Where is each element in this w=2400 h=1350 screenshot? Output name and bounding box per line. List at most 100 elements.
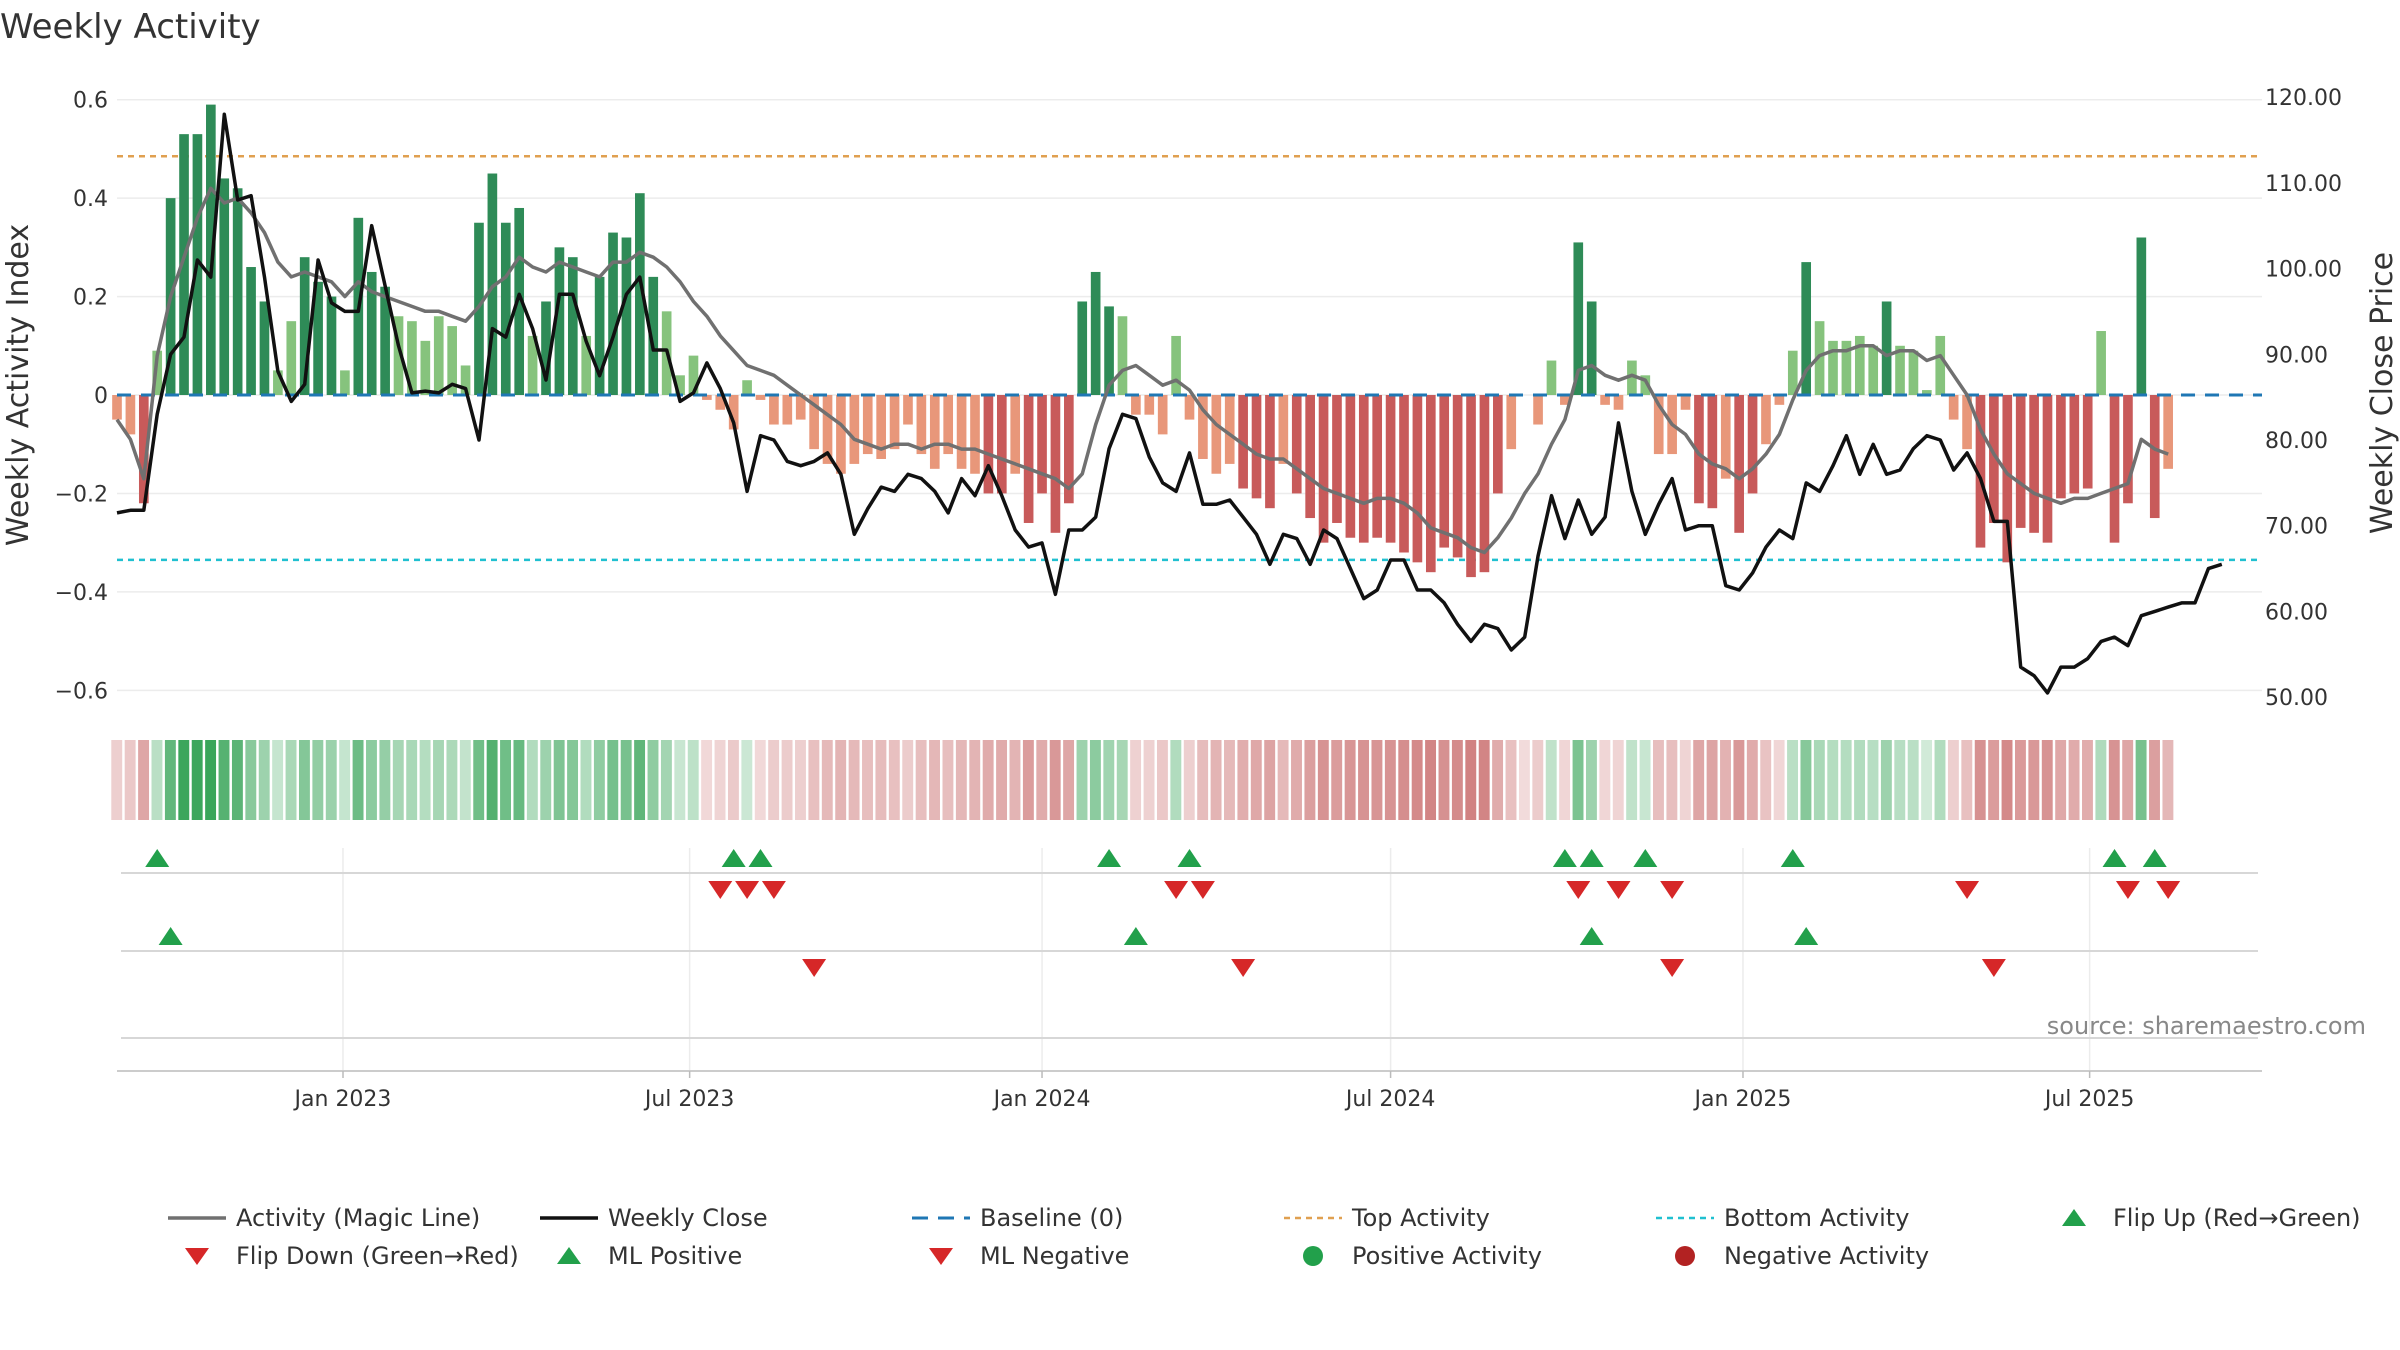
activity-bar bbox=[1600, 395, 1610, 405]
strip-cell bbox=[929, 740, 940, 820]
activity-bar bbox=[2123, 395, 2133, 504]
strip-cell bbox=[1585, 740, 1597, 820]
activity-bar bbox=[608, 232, 618, 395]
activity-bar bbox=[1747, 395, 1758, 494]
strip-cell bbox=[1371, 740, 1383, 820]
activity-bar bbox=[1198, 395, 1208, 459]
ml-positive-marker bbox=[1579, 927, 1604, 945]
activity-bar bbox=[1224, 395, 1235, 464]
strip-cell bbox=[1894, 740, 1906, 820]
legend-top-activity-entry: Top Activity bbox=[1284, 1204, 1490, 1232]
strip-cell bbox=[178, 740, 190, 820]
strip-cell bbox=[969, 740, 981, 820]
flip-up-marker bbox=[1780, 849, 1805, 867]
y2-tick-label: 70.00 bbox=[2265, 515, 2328, 540]
activity-bar bbox=[943, 395, 954, 455]
strip-cell bbox=[1612, 740, 1624, 820]
series-lines bbox=[115, 112, 2262, 695]
strip-cell bbox=[1706, 740, 1718, 820]
strip-cell bbox=[1773, 740, 1785, 820]
strip-cell bbox=[1250, 740, 1262, 820]
activity-bar bbox=[1935, 335, 1946, 395]
x-tick-label: Jul 2025 bbox=[2043, 1087, 2135, 1112]
strip-cell bbox=[1545, 740, 1557, 820]
strip-cell bbox=[164, 740, 176, 820]
flip-down-marker bbox=[2156, 881, 2181, 899]
activity-bar bbox=[2082, 395, 2093, 489]
activity-bar bbox=[1278, 395, 1289, 464]
strip-cell bbox=[473, 740, 485, 820]
strip-cell bbox=[875, 740, 887, 820]
activity-bar bbox=[447, 326, 457, 395]
strip-cell bbox=[1425, 740, 1437, 820]
y2-tick-label: 80.00 bbox=[2265, 429, 2328, 454]
strip-cell bbox=[1679, 740, 1691, 820]
activity-bar bbox=[1962, 395, 1972, 450]
activity-bar bbox=[1452, 395, 1463, 558]
legend-label: Flip Up (Red→Green) bbox=[2113, 1204, 2361, 1232]
strip-cell bbox=[1599, 740, 1611, 820]
y-tick-label: −0.6 bbox=[55, 679, 108, 704]
activity-bar bbox=[2056, 395, 2066, 499]
flip-up-marker bbox=[1177, 849, 1202, 867]
activity-bar bbox=[1211, 395, 1222, 474]
weekly-close-line bbox=[116, 112, 2223, 695]
strip-cell bbox=[1277, 740, 1289, 820]
legend-label: Top Activity bbox=[1351, 1204, 1490, 1232]
strip-cell bbox=[1746, 740, 1758, 820]
activity-bar bbox=[1627, 360, 1637, 395]
activity-bar bbox=[1037, 395, 1047, 494]
activity-bar bbox=[1573, 242, 1584, 395]
activity-bar bbox=[1291, 395, 1302, 494]
strip-cell bbox=[1398, 740, 1410, 820]
strip-cell bbox=[1009, 740, 1021, 820]
y2-tick-label: 100.00 bbox=[2265, 258, 2342, 283]
activity-bar bbox=[1841, 340, 1852, 395]
strip-cell bbox=[1760, 740, 1772, 820]
activity-bar bbox=[340, 370, 350, 395]
y2-tick-label: 110.00 bbox=[2265, 172, 2342, 197]
flip-down-marker bbox=[1566, 881, 1591, 899]
legend-flip-up-red-green-entry: Flip Up (Red→Green) bbox=[2062, 1204, 2361, 1232]
strip-cell bbox=[459, 740, 471, 820]
legend-label: Baseline (0) bbox=[980, 1204, 1123, 1232]
activity-bar bbox=[259, 301, 270, 395]
strip-cell bbox=[1237, 740, 1249, 820]
strip-cell bbox=[1518, 740, 1530, 820]
strip-cell bbox=[2014, 740, 2026, 820]
activity-bar bbox=[1694, 395, 1704, 504]
activity-bar bbox=[1653, 395, 1664, 455]
activity-bar bbox=[1358, 395, 1369, 543]
strip-cell bbox=[1358, 740, 1369, 820]
strip-cell bbox=[138, 740, 150, 820]
legend-swatch bbox=[185, 1248, 209, 1265]
strip-cell bbox=[1813, 740, 1825, 820]
activity-bar bbox=[1010, 395, 1021, 474]
activity-bar bbox=[1064, 395, 1074, 504]
flip-down-marker bbox=[1190, 881, 1215, 899]
legend-label: Flip Down (Green→Red) bbox=[236, 1242, 519, 1270]
flip-up-marker bbox=[1579, 849, 1604, 867]
flip-up-marker bbox=[748, 849, 773, 867]
strip-cell bbox=[701, 740, 713, 820]
strip-cell bbox=[1947, 740, 1959, 820]
activity-bar bbox=[769, 395, 779, 425]
strip-cell bbox=[1451, 740, 1463, 820]
flip-down-marker bbox=[761, 881, 786, 899]
strip-cell bbox=[687, 740, 699, 820]
activity-bar bbox=[273, 370, 283, 395]
strip-cell bbox=[1130, 740, 1142, 820]
strip-cell bbox=[620, 740, 632, 820]
activity-bar bbox=[179, 134, 189, 395]
activity-bar bbox=[594, 276, 605, 395]
flip-up-marker bbox=[2142, 849, 2167, 867]
activity-bar bbox=[1425, 395, 1436, 573]
strip-cell bbox=[1224, 740, 1235, 820]
strip-cell bbox=[1800, 740, 1812, 820]
flip-down-marker bbox=[1606, 881, 1631, 899]
activity-bar bbox=[313, 281, 323, 395]
strip-cell bbox=[1693, 740, 1705, 820]
activity-bar bbox=[1104, 306, 1114, 395]
strip-cell bbox=[1733, 740, 1745, 820]
strip-cell bbox=[1063, 740, 1075, 820]
